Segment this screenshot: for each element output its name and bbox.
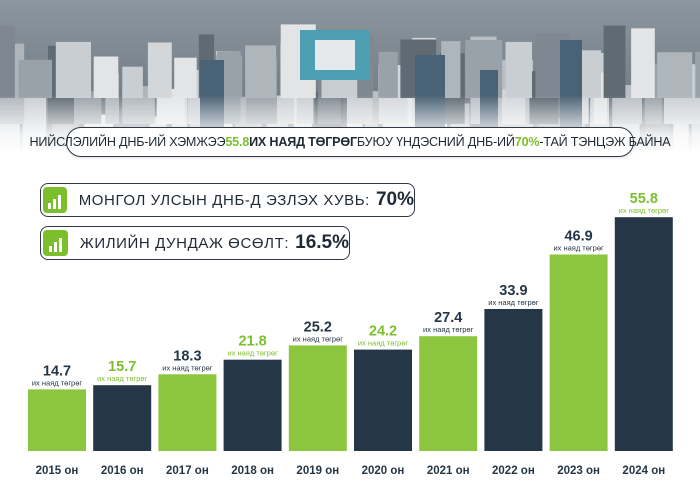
bar-unit-label: их наяд төгрөг: [423, 325, 474, 334]
palace-facade-shape: [315, 40, 355, 70]
bar-2018: [223, 359, 282, 451]
bar-2019: [288, 345, 347, 451]
headline-unit: ИХ НАЯД ТӨГРӨГ: [249, 135, 357, 149]
x-tick-label: 2023 он: [557, 465, 600, 477]
bar-unit-label: их наяд төгрөг: [162, 363, 213, 372]
x-tick-label: 2020 он: [362, 465, 405, 477]
bar-2016: [93, 385, 152, 451]
x-tick-label: 2017 он: [166, 465, 209, 477]
bar-value-label: 27.4: [434, 310, 462, 326]
bar-2015: [28, 389, 86, 451]
x-tick-label: 2024 он: [622, 465, 665, 477]
headline-share: 70%: [514, 135, 540, 149]
headline-part2: БУЮУ ҮНДЭСНИЙ ДНБ-ИЙ: [356, 135, 515, 149]
bar-value-label: 24.2: [369, 324, 397, 340]
stat-avg-growth-label: ЖИЛИЙН ДУНДАЖ ӨСӨЛТ:: [79, 234, 290, 252]
bar-2024: [614, 217, 673, 451]
bar-value-label: 25.2: [304, 319, 332, 335]
x-tick-label: 2018 он: [231, 465, 274, 477]
headline-value: 55.8: [225, 135, 250, 149]
stat-avg-growth: ЖИЛИЙН ДУНДАЖ ӨСӨЛТ: 16.5%: [40, 226, 350, 260]
bar-unit-label: их наяд төгрөг: [619, 206, 670, 215]
building-shape: [147, 42, 172, 98]
building-shape: [695, 51, 700, 98]
building-shape: [603, 25, 626, 99]
bar-value-label: 14.7: [43, 363, 71, 379]
bar-2023: [549, 254, 608, 451]
bar-unit-label: их наяд төгрөг: [227, 349, 278, 358]
building-shape: [93, 56, 119, 98]
x-tick-label: 2019 он: [296, 465, 339, 477]
building-shape: [631, 28, 655, 98]
x-tick-label: 2021 он: [427, 465, 470, 477]
bar-unit-label: их наяд төгрөг: [97, 374, 148, 383]
x-tick-label: 2016 он: [101, 465, 144, 477]
bar-value-label: 15.7: [108, 359, 136, 375]
headline-banner: НИЙСЛЭЛИЙН ДНБ-ИЙ ХЭМЖЭЭ 55.8 ИХ НАЯД ТӨ…: [29, 127, 671, 157]
bar-2020: [354, 349, 412, 451]
building-shape: [18, 59, 53, 98]
x-tick-label: 2022 он: [492, 465, 535, 477]
bar-value-label: 18.3: [173, 348, 201, 364]
building-shape: [0, 26, 15, 99]
building-shape: [55, 41, 91, 98]
building-shape: [174, 57, 197, 98]
building-shape: [505, 41, 532, 98]
headline-part1: НИЙСЛЭЛИЙН ДНБ-ИЙ ХЭМЖЭЭ: [29, 135, 226, 149]
bar-2022: [484, 309, 543, 451]
bar-value-label: 21.8: [238, 334, 266, 350]
bar-value-label: 46.9: [564, 229, 592, 245]
building-shape: [441, 41, 461, 98]
bar-2021: [419, 336, 478, 451]
headline-part3: -ТАЙ ТЭНЦЭЖ БАЙНА: [539, 135, 671, 149]
bar-value-label: 55.8: [630, 191, 658, 207]
bar-unit-label: их наяд төгрөг: [553, 244, 604, 253]
bar-chart-icon: [43, 230, 68, 256]
bar-chart-icon: [43, 187, 67, 213]
stat-avg-growth-value: 16.5%: [295, 232, 349, 253]
bar-unit-label: их наяд төгрөг: [32, 378, 83, 387]
stat-gdp-share: МОНГОЛ УЛСЫН ДНБ-Д ЭЗЛЭХ ХУВЬ: 70%: [40, 183, 415, 217]
building-shape: [378, 51, 398, 98]
stat-gdp-share-label: МОНГОЛ УЛСЫН ДНБ-Д ЭЗЛЭХ ХУВЬ:: [78, 191, 370, 209]
building-shape: [657, 52, 693, 98]
bar-unit-label: их наяд төгрөг: [358, 339, 409, 348]
bar-value-label: 33.9: [499, 283, 527, 299]
bar-2017: [158, 374, 217, 451]
building-shape: [245, 45, 277, 98]
building-shape: [122, 66, 143, 98]
bar-unit-label: их наяд төгрөг: [293, 334, 344, 343]
bar-unit-label: их наяд төгрөг: [488, 298, 539, 307]
stat-gdp-share-value: 70%: [375, 189, 414, 210]
x-tick-label: 2015 он: [36, 465, 79, 477]
